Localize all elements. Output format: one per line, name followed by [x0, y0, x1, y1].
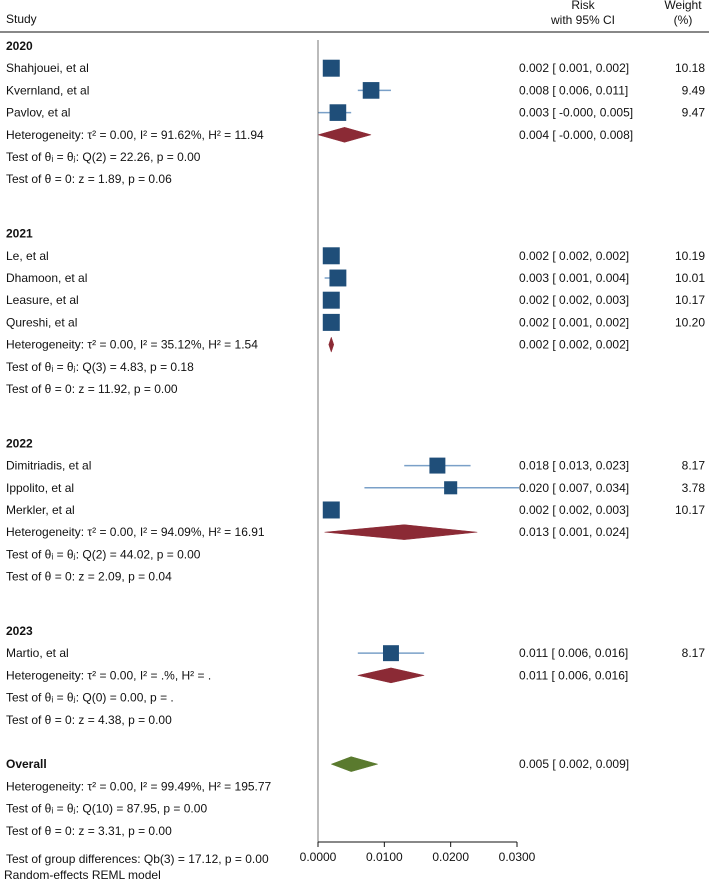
x-tick-label: 0.0200 [432, 850, 469, 864]
group-summary-ci-text: 0.013 [ 0.001, 0.024] [519, 525, 629, 539]
study-ci-text: 0.003 [ 0.001, 0.004] [519, 271, 629, 285]
study-marker [322, 291, 340, 309]
x-tick-label: 0.0300 [499, 850, 536, 864]
overall-stats: Heterogeneity: τ² = 0.00, I² = 99.49%, H… [6, 779, 272, 793]
study-weight: 8.17 [682, 646, 706, 660]
study-label: Merkler, et al [6, 503, 75, 517]
study-ci-text: 0.020 [ 0.007, 0.034] [519, 481, 629, 495]
group-title: 2021 [6, 227, 33, 241]
overall-stats: Test of θᵢ = θⱼ: Q(10) = 87.95, p = 0.00 [6, 802, 207, 816]
heterogeneity-stats: Heterogeneity: τ² = 0.00, I² = 35.12%, H… [6, 338, 258, 352]
header-risk: Risk [571, 0, 595, 12]
heterogeneity-stats: Heterogeneity: τ² = 0.00, I² = 94.09%, H… [6, 525, 265, 539]
study-weight: 10.19 [675, 249, 705, 263]
study-ci-text: 0.002 [ 0.001, 0.002] [519, 315, 629, 329]
study-ci-text: 0.008 [ 0.006, 0.011] [519, 83, 628, 97]
group-summary-ci-text: 0.004 [ -0.000, 0.008] [519, 128, 633, 142]
homogeneity-test: Test of θᵢ = θⱼ: Q(2) = 22.26, p = 0.00 [6, 150, 201, 164]
effect-test: Test of θ = 0: z = 2.09, p = 0.04 [6, 570, 172, 584]
homogeneity-test: Test of θᵢ = θⱼ: Q(3) = 4.83, p = 0.18 [6, 360, 194, 374]
study-marker [322, 247, 340, 265]
study-weight: 10.17 [675, 293, 705, 307]
study-label: Le, et al [6, 249, 49, 263]
group-title: 2020 [6, 39, 33, 53]
study-label: Shahjouei, et al [6, 61, 89, 75]
x-axis: 0.0000 0.0100 0.0200 0.0300 [300, 841, 536, 864]
footnote: Random-effects REML model [4, 868, 161, 882]
study-weight: 10.01 [675, 271, 705, 285]
homogeneity-test: Test of θᵢ = θⱼ: Q(2) = 44.02, p = 0.00 [6, 547, 201, 561]
study-label: Qureshi, et al [6, 315, 77, 329]
group-title: 2023 [6, 624, 33, 638]
header-risk-sub: with 95% CI [550, 13, 615, 27]
group-summary-ci-text: 0.002 [ 0.002, 0.002] [519, 338, 629, 352]
overall-title: Overall [6, 757, 47, 771]
study-weight: 3.78 [682, 481, 706, 495]
study-label: Kvernland, et al [6, 83, 89, 97]
study-weight: 10.20 [675, 315, 705, 329]
study-marker [329, 104, 347, 121]
study-weight: 10.18 [675, 61, 705, 75]
study-ci-text: 0.002 [ 0.002, 0.003] [519, 293, 629, 307]
study-ci-text: 0.002 [ 0.002, 0.002] [519, 249, 629, 263]
study-marker [322, 59, 340, 77]
overall-diamond [330, 756, 379, 772]
study-label: Martio, et al [6, 646, 69, 660]
group-summary-diamond [317, 127, 372, 143]
x-tick-label: 0.0000 [300, 850, 337, 864]
study-ci-text: 0.002 [ 0.002, 0.003] [519, 503, 629, 517]
homogeneity-test: Test of θᵢ = θⱼ: Q(0) = 0.00, p = . [6, 691, 174, 705]
study-marker [322, 313, 340, 331]
group-differences-test: Test of group differences: Qb(3) = 17.12… [6, 852, 269, 866]
forest-rows: 2020 Shahjouei, et al 0.002 [ 0.001, 0.002… [6, 39, 705, 866]
group-summary-diamond [324, 524, 478, 540]
study-label: Dhamoon, et al [6, 271, 87, 285]
effect-test: Test of θ = 0: z = 11.92, p = 0.00 [6, 382, 178, 396]
overall-stats: Test of θ = 0: z = 3.31, p = 0.00 [6, 824, 172, 838]
study-ci-text: 0.018 [ 0.013, 0.023] [519, 459, 629, 473]
study-marker [444, 481, 458, 495]
study-weight: 9.49 [682, 83, 706, 97]
study-ci-text: 0.003 [ -0.000, 0.005] [519, 106, 633, 120]
group-summary-diamond [328, 336, 335, 353]
header-weight-sub: (%) [674, 13, 693, 27]
heterogeneity-stats: Heterogeneity: τ² = 0.00, I² = 91.62%, H… [6, 128, 264, 142]
study-marker [322, 501, 340, 519]
effect-test: Test of θ = 0: z = 1.89, p = 0.06 [6, 172, 172, 186]
study-ci-text: 0.002 [ 0.001, 0.002] [519, 61, 629, 75]
header-weight: Weight [664, 0, 702, 12]
overall-ci-text: 0.005 [ 0.002, 0.009] [519, 757, 629, 771]
heterogeneity-stats: Heterogeneity: τ² = 0.00, I² = .%, H² = … [6, 668, 211, 682]
effect-test: Test of θ = 0: z = 4.38, p = 0.00 [6, 713, 172, 727]
study-marker [362, 82, 380, 99]
header-study: Study [6, 12, 37, 26]
study-weight: 9.47 [682, 106, 706, 120]
study-label: Leasure, et al [6, 293, 79, 307]
study-label: Dimitriadis, et al [6, 459, 91, 473]
study-weight: 10.17 [675, 503, 705, 517]
study-label: Ippolito, et al [6, 481, 74, 495]
study-weight: 8.17 [682, 459, 706, 473]
study-marker [429, 457, 446, 474]
group-summary-diamond [357, 667, 425, 684]
study-marker [329, 269, 347, 287]
x-tick-label: 0.0100 [366, 850, 403, 864]
study-marker [382, 645, 399, 662]
group-summary-ci-text: 0.011 [ 0.006, 0.016] [519, 668, 628, 682]
study-ci-text: 0.011 [ 0.006, 0.016] [519, 646, 628, 660]
study-label: Pavlov, et al [6, 106, 70, 120]
group-title: 2022 [6, 436, 33, 450]
